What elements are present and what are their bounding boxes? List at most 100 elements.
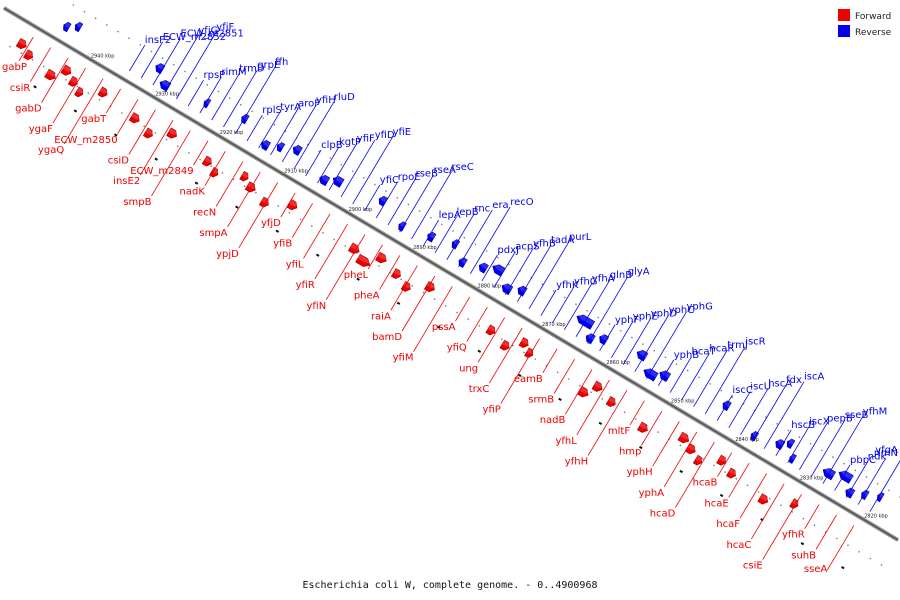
gene-label-rsec: rseC — [451, 162, 473, 173]
gene-label-insf2: insF2 — [145, 35, 171, 46]
forward-gene-block-body — [591, 380, 603, 392]
track-dot — [188, 152, 190, 154]
track-dot — [508, 263, 510, 266]
gene-label-srmb: srmB — [528, 395, 554, 406]
track-dot — [411, 285, 414, 287]
gene-label-yfhh: yfhH — [565, 457, 588, 468]
forward-gene-block-shine — [695, 455, 703, 462]
track-dot — [165, 138, 168, 141]
gene-label-pepb: pepB — [827, 413, 853, 424]
gene-label-ecw_m2851: ECW_m2851 — [181, 29, 244, 40]
track-dot — [664, 356, 667, 359]
reverse-gene-block — [576, 314, 596, 330]
leader-line — [211, 73, 240, 121]
gene-label-rnc: rnc — [474, 203, 490, 214]
leader-line — [717, 452, 733, 477]
track-dot — [876, 482, 879, 485]
scale-tick-label: 2890 kbp — [413, 245, 437, 251]
forward-gene-block-shine — [502, 340, 511, 347]
reverse-gene-block-body — [478, 262, 489, 274]
reverse-gene-block-body — [636, 349, 649, 362]
gene-label-rimm: rimM — [221, 67, 246, 78]
leader-line — [565, 369, 593, 415]
track-dot — [597, 316, 600, 319]
reverse-gene-block — [74, 21, 84, 33]
gene-label-grpe: grpE — [257, 60, 280, 71]
forward-gene-block-body — [518, 337, 529, 349]
track-dot — [601, 398, 603, 400]
leader-line — [367, 244, 383, 270]
leader-line — [826, 525, 855, 571]
leader-line — [281, 104, 317, 163]
track-dot — [430, 216, 432, 219]
leader-line — [675, 442, 715, 508]
track-dot — [385, 190, 387, 192]
gene-label-ypjd: ypjD — [216, 249, 239, 260]
forward-gene-block-shine — [521, 337, 530, 345]
gene-label-gabt: gabT — [81, 114, 107, 125]
track-dot — [608, 323, 611, 325]
forward-gene-block-body — [347, 242, 360, 255]
gene-label-suhb: suhB — [791, 550, 816, 561]
forward-gene-block-shine — [18, 38, 28, 46]
track-dot — [322, 231, 324, 234]
forward-gene-block-shine — [46, 69, 57, 77]
track-dot — [485, 250, 488, 252]
reverse-gene-block — [276, 142, 286, 153]
scale-tick-label: 2840 kbp — [735, 437, 759, 443]
gene-label-iscu: iscU — [750, 382, 771, 393]
reverse-gene-block — [63, 21, 72, 33]
track-dot — [98, 98, 101, 101]
leader-line — [280, 192, 296, 218]
gene-label-yfip: yfiP — [483, 405, 501, 416]
track-dot — [642, 343, 644, 345]
gene-label-ecw_m2852: ECW_m2852 — [163, 32, 226, 43]
gene-label-eamb: eamB — [514, 374, 543, 385]
track-dot — [836, 537, 838, 540]
scale-tick-label: 2820 kbp — [864, 514, 888, 520]
gene-label-glnb: glnB — [610, 270, 632, 281]
forward-gene-block — [725, 467, 737, 479]
forward-gene-block-body — [15, 37, 27, 50]
gene-label-csir: csiR — [10, 83, 30, 94]
reverse-gene-block — [838, 470, 854, 484]
track-dot — [418, 210, 421, 212]
track-dot — [433, 298, 436, 301]
forward-gene-block — [347, 242, 361, 255]
forward-gene-block — [355, 253, 371, 267]
track-dot — [106, 24, 108, 26]
track-mark — [154, 157, 159, 161]
scale-tick-label: 2870 kbp — [542, 322, 566, 328]
gene-label-hcac: hcaC — [726, 540, 751, 551]
forward-gene-block — [677, 431, 690, 444]
leader-line — [152, 38, 181, 86]
forward-gene-block-body — [716, 454, 727, 466]
track-dot — [709, 383, 711, 385]
forward-gene-block — [74, 86, 84, 98]
leader-line — [469, 206, 511, 275]
gene-label-ygaq: ygaQ — [38, 145, 64, 156]
forward-gene-block-shine — [247, 181, 257, 189]
track-dot — [299, 218, 302, 221]
track-dot — [757, 491, 760, 493]
leader-line — [411, 171, 452, 240]
track-mark — [638, 445, 643, 450]
track-dot — [143, 125, 145, 128]
scale-tick-label: 2930 kbp — [155, 92, 179, 98]
track-dot — [865, 476, 868, 478]
reverse-gene-block — [203, 98, 212, 109]
leader-line — [227, 171, 261, 228]
scale-tick-label: 2860 kbp — [606, 360, 630, 366]
track-dot — [631, 336, 633, 339]
track-dot — [243, 185, 246, 187]
gene-label-ssea: sseA — [804, 564, 828, 575]
track-dot — [467, 318, 470, 320]
forward-gene-block-shine — [211, 167, 219, 174]
gene-label-yfid: yfiD — [375, 130, 395, 141]
leader-line — [390, 265, 418, 311]
gene-label-tada: tadA — [551, 235, 574, 246]
leader-line — [646, 311, 687, 379]
forward-gene-block — [60, 64, 72, 76]
leader-line — [401, 275, 436, 332]
